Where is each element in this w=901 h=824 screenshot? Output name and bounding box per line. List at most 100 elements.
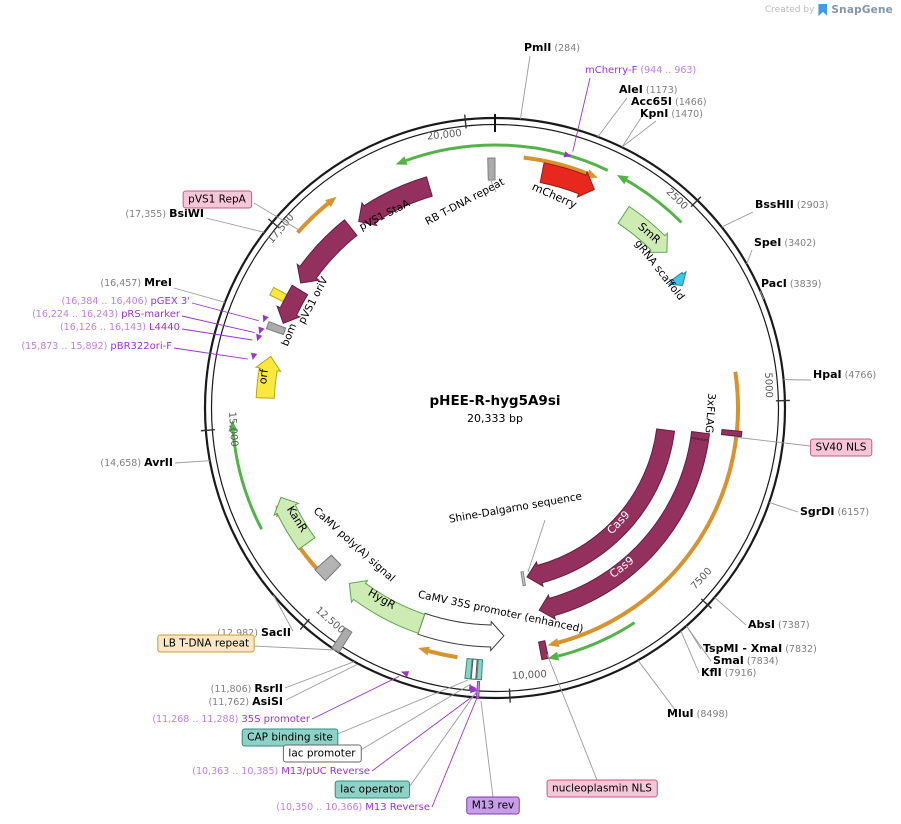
rb-t-dna-repeat-leader <box>490 180 497 193</box>
prs-marker-primer-label: (16,224 .. 16,243) pRS-marker <box>32 309 181 320</box>
snapgene-logo-icon <box>818 4 828 16</box>
hpai-site-label: HpaI (4766) <box>813 368 876 381</box>
shine-dalgarno-sequence-label: Shine-Dalgarno sequence <box>448 490 583 525</box>
region-arc-bottom-left-arc <box>428 649 458 660</box>
sacii-leader <box>272 594 294 632</box>
acc65i-leader <box>621 109 647 148</box>
tick-2500 <box>690 196 702 208</box>
orf-feature <box>254 355 282 399</box>
kfli-leader <box>680 630 700 674</box>
sv40-nls-boxed-label: SV40 NLS <box>810 438 873 457</box>
nucleoplasmin-nls-label-text: nucleoplasmin NLS <box>552 783 652 795</box>
cap-binding-site-leader <box>334 679 469 736</box>
pmli-leader <box>519 55 531 120</box>
pvs1-staa-feature <box>358 176 433 227</box>
m13-rev-label-box <box>466 796 520 815</box>
tick-15000 <box>200 428 215 432</box>
kanr-feature <box>273 496 316 551</box>
tick-label-7500: 7500 <box>689 566 714 592</box>
mcherry-f-primer-leader <box>572 77 591 152</box>
lac-operator-leader <box>409 690 478 787</box>
alei-site-label: AleI (1173) <box>619 83 677 96</box>
tick-label-10-000: 10,000 <box>512 669 548 682</box>
tick-20000 <box>464 114 467 129</box>
m13-rev-boxed-label: M13 rev <box>466 796 520 815</box>
region-arc-upper-left-arc <box>296 202 330 235</box>
bom-feature <box>265 321 287 336</box>
watermark-brand: SnapGene <box>831 4 893 16</box>
pgex-3-primer-label: (16,384 .. 16,406) pGEX 3' <box>61 296 190 307</box>
gene-arc-upper-right-arrowhead <box>616 175 629 185</box>
smai-leader <box>686 626 712 662</box>
lac-promoter-label-box <box>282 744 362 763</box>
spei-site-label: SpeI (3402) <box>754 236 816 249</box>
cas9-outer-feature <box>538 437 710 621</box>
asisi-leader <box>285 663 358 701</box>
35s-promoter-primer-label: (11,268 .. 11,288) 35S promoter <box>152 714 311 725</box>
nucleoplasmin-nls-label-box <box>546 779 658 798</box>
kpni-site-label: KpnI (1470) <box>640 107 703 120</box>
gene-arc-top-arrowhead <box>395 156 408 165</box>
lac-promoter-label-text: lac promoter <box>288 748 356 760</box>
lac-promoter-leader <box>358 683 472 752</box>
prs-marker-primer-arrow-icon <box>258 326 265 335</box>
bsiwi-leader <box>205 217 265 233</box>
region-arc-bottom-left-arrowhead <box>418 646 430 656</box>
watermark: Created by SnapGene <box>765 4 893 16</box>
nucleoplasmin-nls-boxed-label: nucleoplasmin NLS <box>546 779 658 798</box>
mlui-site-label: MluI (8498) <box>667 707 728 720</box>
mrei-site-label: (16,457) MreI <box>100 276 172 289</box>
paci-leader <box>759 290 765 300</box>
acc65i-site-label: Acc65I (1466) <box>631 95 707 108</box>
pvs1-repa-leader <box>253 202 300 231</box>
smr-feature <box>617 205 668 253</box>
camv-35s-promoter-enhanced-feature <box>417 612 505 652</box>
shine-dalgarno-leader <box>527 519 546 573</box>
lb-t-dna-repeat-feature <box>331 627 353 654</box>
lac-operator-boxed-label: lac operator <box>334 780 410 799</box>
cap-binding-site-feature <box>464 657 473 680</box>
bsiwi-site-label: (17,355) BsiWI <box>125 207 204 220</box>
nucleoplasmin-nls-leader <box>546 653 598 781</box>
gene-arc-bottom-arrowhead <box>547 651 560 661</box>
alei-leader <box>597 97 628 138</box>
tick-17500 <box>268 218 280 229</box>
cap-binding-site-boxed-label: CAP binding site <box>241 728 339 747</box>
avrii-site-label: (14,658) AvrII <box>100 456 173 469</box>
sacii-site-label: (12,982) SacII <box>217 626 291 639</box>
plasmid-name: pHEE-R-hyg5A9si <box>430 393 561 409</box>
spei-leader <box>746 249 753 265</box>
l4440-primer-leader <box>181 328 253 341</box>
pgex-3-primer-leader <box>191 302 259 322</box>
m13-puc-reverse-primer-leader <box>371 693 477 772</box>
kfli-site-label: KflI (7916) <box>701 666 756 679</box>
pvs1-repa-boxed-label: pVS1 RepA <box>182 190 253 209</box>
lac-promoter-feature <box>470 658 478 680</box>
sv40-nls-label-box <box>810 438 873 457</box>
pvs1-repa-feature <box>296 219 358 284</box>
camv-polya-signal-feature <box>314 554 342 582</box>
cas9-inner-feature <box>526 428 676 588</box>
orf-label: orf <box>256 367 271 385</box>
lac-operator-feature <box>476 658 484 681</box>
m13-reverse-primer-leader <box>431 695 479 808</box>
cap-binding-site-label-text: CAP binding site <box>247 732 333 744</box>
region-arc-right-arrowhead <box>547 638 560 647</box>
region-arc-top-arc <box>523 155 589 176</box>
map-layer: 25005000750010,00012,50015,00017,50020,0… <box>21 41 876 815</box>
sgrdi-site-label: SgrDI (6157) <box>800 505 869 518</box>
shine-dalgarno-sequence-feature <box>520 571 527 587</box>
kpni-leader <box>622 120 657 147</box>
sv40-nls-label-text: SV40 NLS <box>816 442 867 454</box>
tick-label-20-000: 20,000 <box>426 128 462 143</box>
tick-label-15-000: 15,000 <box>226 411 239 447</box>
m13-reverse-primer-label: (10,350 .. 10,366) M13 Reverse <box>276 802 430 813</box>
lac-operator-label-box <box>334 780 410 799</box>
m13-rev-leader <box>480 700 494 798</box>
bsshii-leader <box>721 211 754 228</box>
pbr322ori-f-primer-leader <box>173 347 248 360</box>
tick-12500 <box>299 618 311 631</box>
hygr-feature <box>348 579 426 634</box>
